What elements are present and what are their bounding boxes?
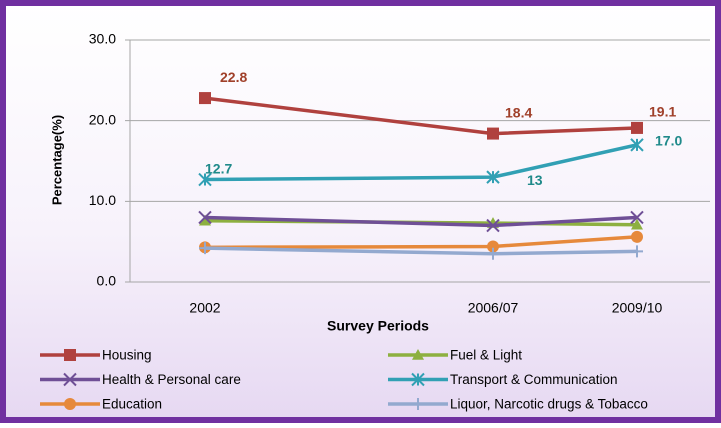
marker xyxy=(487,240,499,253)
marker xyxy=(64,349,76,361)
marker xyxy=(631,121,643,134)
y-tick-label: 20.0 xyxy=(89,111,116,127)
x-axis-label: Survey Periods xyxy=(327,318,429,334)
marker xyxy=(64,398,76,410)
marker xyxy=(199,242,211,255)
data-label: 22.8 xyxy=(220,69,247,85)
data-label: 12.7 xyxy=(205,160,232,176)
marker xyxy=(631,218,643,230)
marker xyxy=(486,218,500,233)
y-tick-label: 30.0 xyxy=(89,31,116,47)
legend-label: Fuel & Light xyxy=(450,348,522,363)
y-tick-label: 0.0 xyxy=(97,273,117,289)
data-label: 17.0 xyxy=(655,133,682,149)
marker xyxy=(486,170,500,184)
marker xyxy=(412,398,424,410)
y-axis-label: Percentage(%) xyxy=(49,115,64,205)
legend-label: Liquor, Narcotic drugs & Tobacco xyxy=(450,397,648,412)
legend-label: Education xyxy=(102,397,162,412)
marker xyxy=(198,172,212,187)
data-label: 13 xyxy=(527,172,543,188)
y-tick-label: 10.0 xyxy=(89,192,116,208)
marker xyxy=(198,210,212,225)
marker xyxy=(631,245,643,258)
marker xyxy=(487,247,499,260)
legend-label: Transport & Communication xyxy=(450,372,618,387)
marker xyxy=(631,230,643,243)
x-tick-label: 2006/07 xyxy=(468,300,519,316)
data-label: 18.4 xyxy=(505,104,532,120)
marker xyxy=(411,372,425,387)
data-label: 19.1 xyxy=(649,104,676,120)
legend-label: Housing xyxy=(102,348,152,363)
x-tick-label: 2002 xyxy=(189,300,220,316)
marker xyxy=(63,372,77,387)
x-tick-label: 2009/10 xyxy=(612,300,663,316)
marker xyxy=(487,127,499,140)
marker xyxy=(199,92,211,105)
marker xyxy=(199,214,211,226)
legend-label: Health & Personal care xyxy=(102,372,241,387)
marker xyxy=(630,138,644,152)
marker xyxy=(412,349,424,360)
marker xyxy=(630,210,644,225)
